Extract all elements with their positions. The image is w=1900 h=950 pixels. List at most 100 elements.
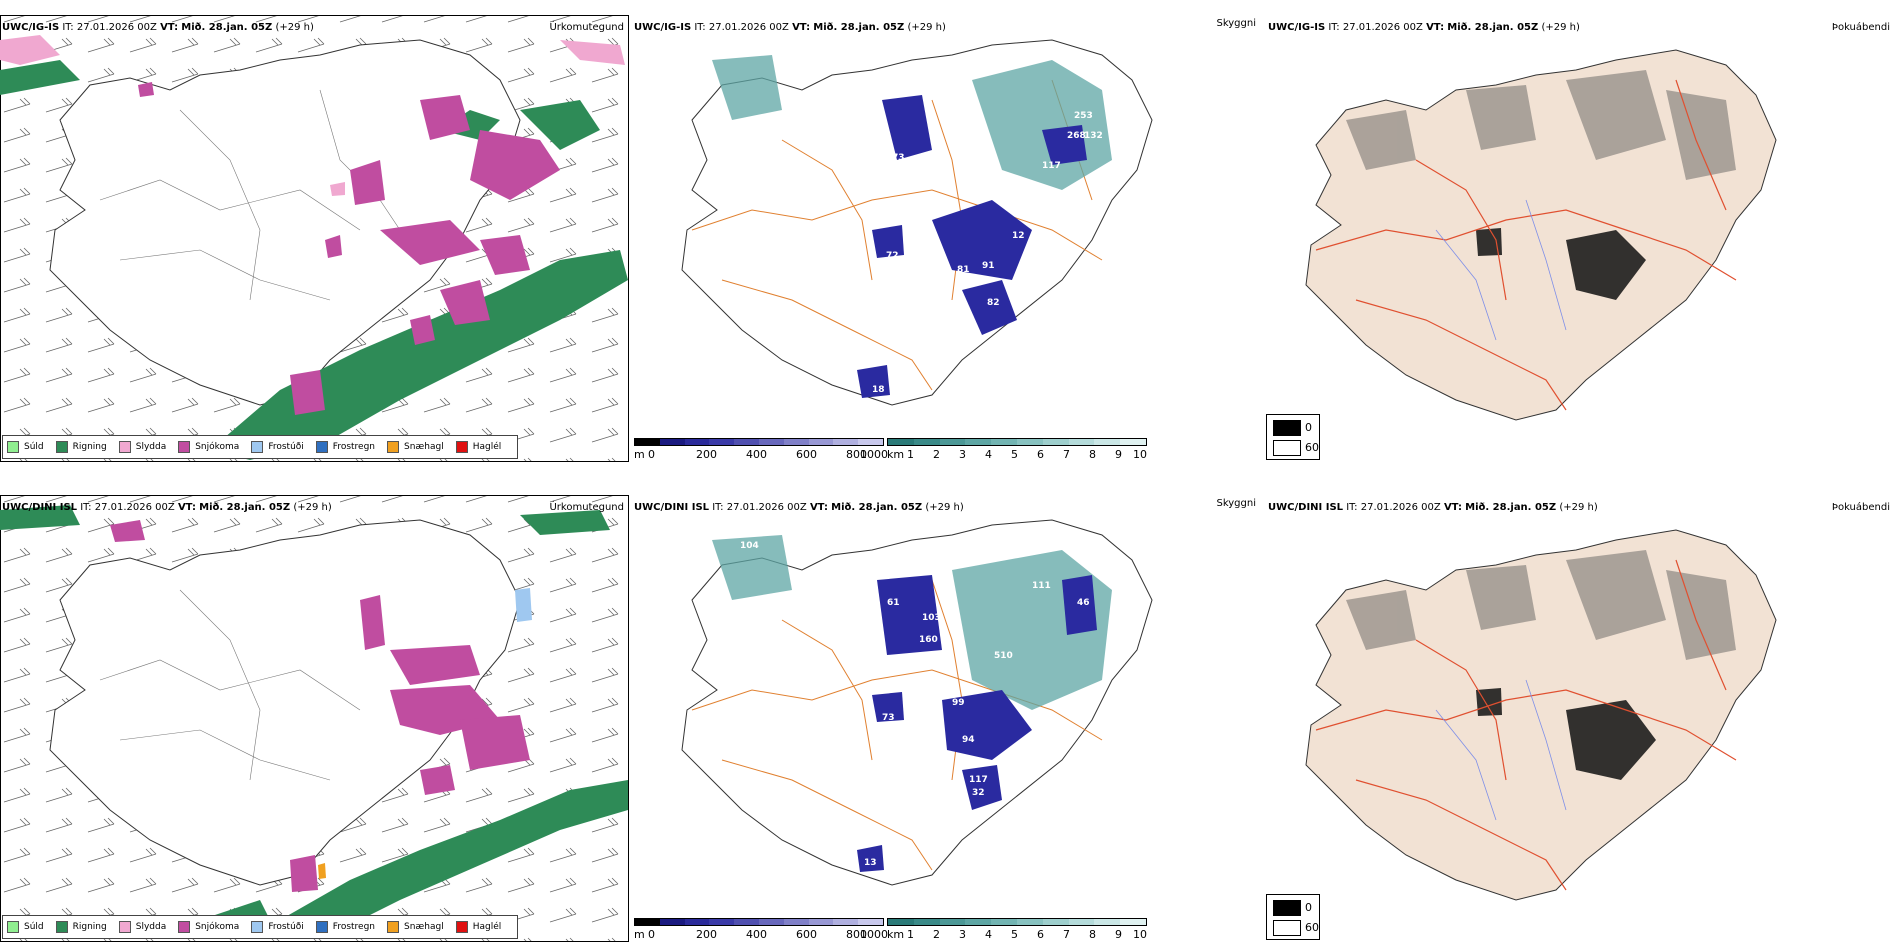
value-label: 18: [872, 385, 885, 395]
vt-value: Mið. 28.jan. 05Z: [1447, 22, 1539, 33]
value-label: 46: [1077, 598, 1090, 608]
visibility-map: 253 268 132 73 68 95 117 12 72 81 91 82 …: [681, 39, 1153, 406]
legend-swatch-low: [1273, 440, 1301, 456]
it-value: 27.01.2026 00Z: [726, 502, 807, 513]
fog-shading: [1346, 70, 1736, 180]
ice-pellet-areas: [318, 863, 326, 879]
legend-swatch-low: [1273, 920, 1301, 936]
colorbar-tick: 1000: [860, 928, 888, 941]
value-label: 61: [887, 598, 900, 608]
legend-item: Frostúði: [251, 441, 304, 453]
value-label: 73: [892, 153, 905, 163]
visibility-colorbar: km 1 2 3 4 5 6 7 8 9 10: [887, 918, 1149, 942]
legend-item: Frostregn: [315, 441, 375, 453]
panel-title: UWC/IG-IS IT: 27.01.2026 00Z VT: Mið. 28…: [634, 22, 946, 34]
vt-label: VT:: [1443, 502, 1462, 513]
colorbar-tick: 6: [1037, 448, 1044, 461]
lead-time: (+29 h): [925, 502, 964, 513]
value-label: 117: [1042, 161, 1061, 171]
it-value: 27.01.2026 00Z: [94, 502, 175, 513]
panel-row2-fog: UWC/DINI ISL IT: 27.01.2026 00Z VT: Mið.…: [1266, 480, 1896, 950]
model-name: UWC/IG-IS: [634, 22, 692, 33]
legend-label: 0: [1305, 901, 1312, 914]
fog-legend: 0 60: [1266, 894, 1320, 940]
rivers: [1435, 199, 1567, 341]
colorbar-tick: 6: [1037, 928, 1044, 941]
panel-row1-fog: UWC/IG-IS IT: 27.01.2026 00Z VT: Mið. 28…: [1266, 0, 1896, 470]
colorbar-tick: 600: [796, 928, 817, 941]
cloud-base-labels: 253 268 132 73 68 95 117 12 72 81 91 82 …: [872, 111, 1103, 395]
value-label: 104: [740, 541, 759, 551]
value-label: 91: [982, 261, 995, 271]
visibility-colorbar: km 1 2 3 4 5 6 7 8 9 10: [887, 438, 1149, 462]
legend-swatch-high: [1273, 420, 1301, 436]
colorbar-tick: 400: [746, 448, 767, 461]
colorbar-gradient: [634, 438, 884, 446]
it-value: 27.01.2026 00Z: [1342, 22, 1423, 33]
colorbar-tick: 3: [959, 928, 966, 941]
colorbar-tick: 4: [985, 448, 992, 461]
colorbar-tick: 2: [933, 448, 940, 461]
fog-legend: 0 60: [1266, 414, 1320, 460]
colorbar-tick: 800: [846, 448, 867, 461]
cloud-base-labels: 104 184 111 61 103 160 46 510 99 94 117 …: [740, 541, 1090, 868]
vt-value: Mið. 28.jan. 05Z: [813, 22, 905, 33]
value-label: 73: [882, 713, 895, 723]
value-label: 253: [1074, 111, 1093, 121]
legend-swatch-high: [1273, 900, 1301, 916]
colorbar-tick: 8: [1089, 448, 1096, 461]
legend-item: Slydda: [118, 921, 166, 933]
colorbar-tick: 7: [1063, 928, 1070, 941]
colorbar-tick: 8: [1089, 928, 1096, 941]
lead-time: (+29 h): [275, 22, 314, 33]
it-value: 27.01.2026 00Z: [708, 22, 789, 33]
freezing-areas: [515, 588, 532, 622]
vt-label: VT:: [160, 22, 179, 33]
lead-time: (+29 h): [907, 22, 946, 33]
colorbar-tick: 2: [933, 928, 940, 941]
parameter-label: Skyggni: [1216, 498, 1256, 509]
panel-title: UWC/DINI ISL IT: 27.01.2026 00Z VT: Mið.…: [2, 502, 332, 514]
model-name: UWC/DINI ISL: [634, 502, 710, 513]
panel-row1-visibility: UWC/IG-IS IT: 27.01.2026 00Z VT: Mið. 28…: [632, 0, 1262, 470]
precip-type-map: [0, 16, 628, 461]
value-label: 117: [969, 775, 988, 785]
value-label: 32: [972, 788, 985, 798]
legend-label: 60: [1305, 441, 1319, 454]
value-label: 510: [994, 651, 1013, 661]
vt-value: Mið. 28.jan. 05Z: [181, 22, 273, 33]
visibility-map: 104 184 111 61 103 160 46 510 99 94 117 …: [681, 519, 1153, 886]
legend-item: Snæhagl: [387, 441, 444, 453]
vt-label: VT:: [792, 22, 811, 33]
model-name: UWC/IG-IS: [2, 22, 60, 33]
colorbar-tick: 10: [1133, 448, 1147, 461]
model-name: UWC/DINI ISL: [1268, 502, 1344, 513]
snow-areas: [110, 520, 530, 892]
panel-title: UWC/DINI ISL IT: 27.01.2026 00Z VT: Mið.…: [1268, 502, 1598, 514]
value-label: 95: [927, 178, 940, 188]
legend-item: Súld: [7, 441, 44, 453]
parameter-label: Þokuábendi: [1831, 502, 1890, 513]
value-label: 99: [952, 698, 965, 708]
colorbar-tick: 4: [985, 928, 992, 941]
lead-time: (+29 h): [1559, 502, 1598, 513]
colorbar-tick: 400: [746, 928, 767, 941]
legend-item: Haglél: [455, 441, 501, 453]
legend-item: Snæhagl: [387, 921, 444, 933]
lead-time: (+29 h): [293, 502, 332, 513]
value-label: 82: [987, 298, 1000, 308]
colorbar-tick: 600: [796, 448, 817, 461]
parameter-label: Úrkomutegund: [549, 22, 624, 33]
value-label: 132: [1084, 131, 1103, 141]
colorbar-gradient: [887, 918, 1147, 926]
cloud-base-colorbar: m 0 200 400 600 800 1000: [634, 918, 888, 942]
cloud-base-areas: [857, 575, 1097, 872]
vt-label: VT:: [809, 502, 828, 513]
colorbar-tick: 200: [696, 928, 717, 941]
precip-type-legend: Súld Rigning Slydda Snjókoma Frostúði Fr…: [2, 915, 519, 939]
colorbar-tick: 9: [1115, 928, 1122, 941]
colorbar-gradient: [887, 438, 1147, 446]
it-label: IT:: [62, 22, 74, 33]
it-label: IT:: [694, 22, 706, 33]
panel-title: UWC/DINI ISL IT: 27.01.2026 00Z VT: Mið.…: [634, 502, 964, 514]
